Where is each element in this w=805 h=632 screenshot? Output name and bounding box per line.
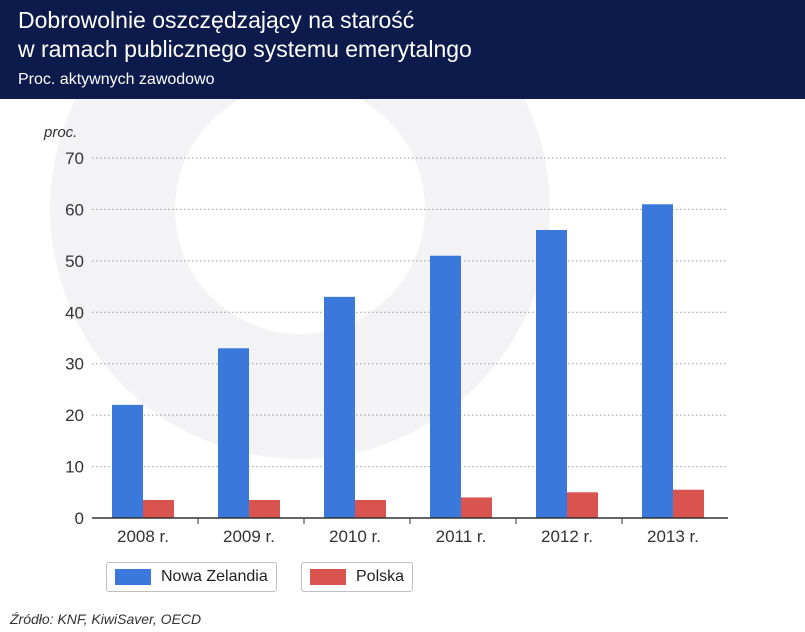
x-tick-label: 2009 r. [223,527,275,546]
bars [112,204,704,518]
y-tick-label: 30 [65,355,84,374]
bar-nowa-zelandia [218,348,249,518]
legend-label-nowa-zelandia: Nowa Zelandia [161,568,268,585]
bar-polska [143,500,174,518]
bar-nowa-zelandia [112,404,143,518]
bar-polska [461,497,492,518]
x-tick-label: 2008 r. [117,527,169,546]
y-tick-label: 70 [65,149,84,168]
bar-polska [355,500,386,518]
y-tick-label: 40 [65,303,84,322]
x-tick-label: 2013 r. [647,527,699,546]
bar-nowa-zelandia [642,204,673,518]
bar-nowa-zelandia [324,296,355,518]
x-tick-label: 2010 r. [329,527,381,546]
bar-chart: proc. 0 10 20 30 40 50 60 70 2008 r. 2009 r. 2010 … [43,99,728,546]
chart-title-line-1: Dobrowolnie oszczędzający na starość [18,7,415,33]
source-note: Źródło: KNF, KiwiSaver, OECD [10,611,202,627]
y-tick-label: 0 [75,509,84,528]
x-tick-label: 2012 r. [541,527,593,546]
x-tick-label: 2011 r. [436,527,487,546]
legend-label-polska: Polska [356,568,405,585]
y-axis-unit-label: proc. [43,124,77,141]
y-tick-label: 20 [65,406,84,425]
y-tick-label: 60 [65,200,84,219]
bar-polska [673,489,704,518]
background-watermark [50,99,550,459]
x-axis: 2008 r. 2009 r. 2010 r. 2011 r. 2012 r. 2013 … [92,517,728,546]
legend-swatch-polska [310,569,346,585]
legend-item-polska: Polska [301,562,414,592]
legend-item-nowa-zelandia: Nowa Zelandia [106,562,277,592]
chart-subtitle: Proc. aktywnych zawodowo [18,71,215,88]
bar-polska [567,492,598,518]
y-tick-label: 10 [65,458,84,477]
chart-title-line-2: w ramach publicznego systemu emerytalngo [18,36,472,62]
bar-nowa-zelandia [430,255,461,518]
chart-header: Dobrowolnie oszczędzający na starość w r… [0,0,805,99]
y-tick-label: 50 [65,252,84,271]
bar-polska [249,500,280,518]
y-axis: proc. 0 10 20 30 40 50 60 70 [43,124,84,528]
chart-title: Dobrowolnie oszczędzający na starość w r… [18,6,472,64]
legend-swatch-nowa-zelandia [115,569,151,585]
bar-nowa-zelandia [536,230,567,518]
